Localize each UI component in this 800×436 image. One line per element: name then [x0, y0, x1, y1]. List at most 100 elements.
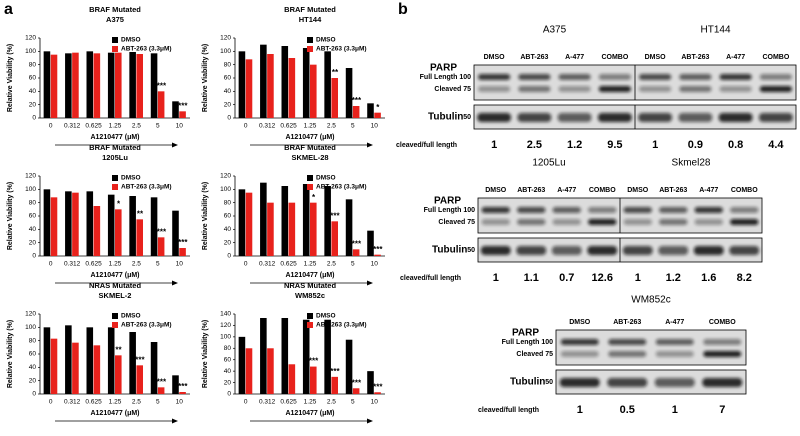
band-label: Full Length 100 [424, 207, 475, 214]
ratio: 1.6 [701, 272, 716, 284]
legend-label: ABT-263 (3.3μM) [121, 184, 172, 191]
y-tick-label: 120 [25, 35, 36, 42]
band [678, 113, 713, 122]
x-tick-label: 0 [244, 399, 248, 406]
band [638, 113, 673, 122]
x-tick-label: 0 [49, 399, 53, 406]
band [560, 339, 599, 345]
bar [374, 254, 381, 256]
bar [150, 197, 158, 256]
bar [129, 332, 136, 394]
significance: ** [137, 209, 144, 218]
bar [150, 342, 158, 394]
lane-label: DMSO [569, 319, 591, 326]
bar [43, 189, 51, 256]
band [639, 74, 672, 80]
y-axis-label: Relative Viability (%) [7, 44, 14, 112]
y-tick-label: 80 [224, 199, 232, 206]
bar [172, 101, 179, 118]
band [703, 339, 742, 345]
legend-swatch [307, 37, 313, 43]
ratio-label: cleaved/full length [400, 275, 461, 282]
legend-label: DMSO [316, 313, 336, 320]
y-tick-label: 40 [29, 88, 37, 95]
loading-kda: 50 [545, 379, 553, 386]
significance: *** [373, 245, 383, 254]
band [552, 219, 581, 225]
legend-label: DMSO [121, 313, 141, 320]
bar [86, 51, 94, 119]
x-tick-label: 0 [49, 123, 53, 130]
ratio: 2.5 [527, 139, 542, 151]
band [659, 207, 688, 213]
loading-label: Tubulin [428, 112, 463, 123]
lane-label: DMSO [484, 54, 506, 61]
y-tick-label: 80 [224, 61, 232, 68]
legend-swatch [307, 175, 313, 181]
x-axis-label: A1210477 (μM) [285, 272, 334, 279]
bar [288, 202, 296, 256]
bar [324, 186, 331, 256]
x-tick-label: 10 [371, 261, 379, 268]
legend-label: ABT-263 (3.3μM) [316, 46, 367, 53]
band [517, 207, 546, 213]
x-tick-label: 0.312 [259, 261, 276, 268]
bar [310, 202, 317, 256]
chart-subtitle: WM852c [295, 291, 325, 300]
y-tick-label: 60 [29, 351, 37, 358]
bar [345, 68, 353, 118]
band-label: Cleaved 75 [434, 86, 471, 93]
bar [179, 111, 186, 118]
bar [107, 327, 115, 394]
band-label: Full Length 100 [420, 74, 471, 81]
ratio: 1 [672, 404, 678, 416]
band [518, 74, 551, 80]
bar [93, 345, 101, 394]
y-tick-label: 120 [220, 35, 231, 42]
ratio: 1 [491, 139, 497, 151]
bar [93, 53, 101, 119]
y-tick-label: 100 [25, 48, 36, 55]
x-tick-label: 0.312 [64, 123, 81, 130]
band [588, 219, 617, 225]
band [607, 378, 648, 387]
band [759, 74, 792, 80]
x-tick-label: 0.312 [259, 123, 276, 130]
legend-label: DMSO [121, 175, 141, 182]
bar [50, 54, 58, 118]
y-tick-label: 0 [32, 391, 36, 398]
bar [374, 392, 381, 394]
legend-label: DMSO [121, 37, 141, 44]
significance: *** [373, 382, 383, 391]
band [608, 351, 647, 357]
bar [331, 78, 338, 118]
band [517, 113, 552, 122]
x-tick-label: 10 [176, 399, 184, 406]
y-tick-label: 140 [220, 311, 231, 318]
lane-label: COMBO [731, 187, 758, 194]
band [730, 207, 759, 213]
bar [179, 392, 186, 394]
legend-swatch [307, 322, 313, 328]
band [588, 207, 617, 213]
y-tick-label: 80 [224, 345, 232, 352]
bar [93, 206, 101, 256]
x-tick-label: 2.5 [132, 123, 141, 130]
band [598, 74, 631, 80]
loading-label: Tubulin [510, 377, 545, 388]
chart-title: BRAF Mutated [89, 5, 141, 14]
bar [157, 387, 165, 394]
bar [72, 192, 79, 256]
band [639, 86, 672, 92]
x-tick-label: 0.312 [259, 399, 276, 406]
band [703, 351, 742, 357]
band [518, 86, 551, 92]
significance: ** [332, 68, 339, 77]
y-tick-label: 20 [224, 101, 232, 108]
x-tick-label: 2.5 [132, 399, 141, 406]
bar [310, 64, 317, 118]
chart-title: BRAF Mutated [89, 143, 141, 152]
y-tick-label: 40 [224, 88, 232, 95]
band [655, 339, 694, 345]
y-tick-label: 0 [227, 115, 231, 122]
